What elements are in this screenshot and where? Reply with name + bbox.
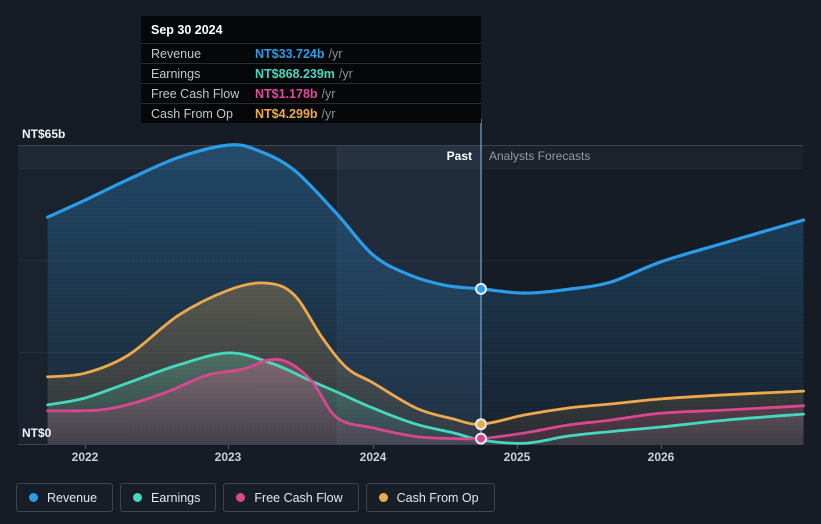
x-axis-line [18,444,803,445]
gridline-65b [18,145,803,146]
earnings-series-dot-icon [133,493,143,502]
x-tick-2022 [85,445,86,449]
y-axis-top-label: NT$65b [22,127,66,141]
x-tick-2026 [661,445,662,449]
x-label-2024: 2024 [359,450,387,464]
gridline-40b [18,260,803,261]
cash-from-op-series-dot-icon [378,493,388,502]
x-tick-2025 [517,445,518,449]
legend-toggle-revenue[interactable]: Revenue [16,483,114,512]
x-label-2025: 2025 [503,450,531,464]
tooltip-label-earnings: Earnings [151,66,201,81]
revenue-series-dot-icon [29,493,38,502]
x-tick-2023 [228,445,229,449]
tooltip-value-earnings: NT$868.239m [255,66,335,81]
tooltip-value-cash-from-op: NT$4.299b [255,106,318,121]
free-cash-flow-series-dot-icon [236,493,246,502]
analysts-forecasts-section-label: Analysts Forecasts [489,149,591,163]
legend-toggle-earnings[interactable]: Earnings [120,483,217,512]
tooltip-unit-revenue: /yr [328,46,343,61]
past-forecast-divider-line [480,119,482,444]
tooltip-row-cash-from-op: Cash From Op NT$4.299b /yr [141,103,481,123]
tooltip-label-cash-from-op: Cash From Op [151,106,233,121]
tooltip-row-earnings: Earnings NT$868.239m /yr [141,63,481,83]
tooltip-unit-earnings: /yr [338,66,353,81]
tooltip-value-free-cash-flow: NT$1.178b [255,86,318,101]
legend-label-free-cash-flow: Free Cash Flow [254,490,343,505]
tooltip-row-free-cash-flow: Free Cash Flow NT$1.178b /yr [141,83,481,103]
x-label-2026: 2026 [647,450,675,464]
tooltip-unit-cash-from-op: /yr [321,106,336,121]
past-section-label: Past [446,149,472,163]
y-axis-zero-label: NT$0 [22,426,52,440]
gridline-60b [18,168,803,169]
legend-toggle-cash-from-op[interactable]: Cash From Op [365,483,495,512]
tooltip-label-free-cash-flow: Free Cash Flow [151,86,240,101]
chart-legend: Revenue Earnings Free Cash Flow Cash Fro… [16,483,495,512]
tooltip-unit-free-cash-flow: /yr [321,86,336,101]
legend-label-cash-from-op: Cash From Op [396,490,479,505]
legend-label-revenue: Revenue [47,490,98,505]
legend-label-earnings: Earnings [151,490,201,505]
x-label-2023: 2023 [214,450,242,464]
tooltip-date: Sep 30 2024 [151,23,223,37]
x-tick-2024 [373,445,374,449]
tooltip-row-revenue: Revenue NT$33.724b /yr [141,43,481,63]
legend-toggle-free-cash-flow[interactable]: Free Cash Flow [223,483,359,512]
tooltip-label-revenue: Revenue [151,46,202,61]
chart-tooltip: Sep 30 2024 Revenue NT$33.724b /yr Earni… [141,16,481,123]
series-layer [46,143,806,445]
tooltip-value-revenue: NT$33.724b [255,46,325,61]
x-label-2022: 2022 [71,450,99,464]
